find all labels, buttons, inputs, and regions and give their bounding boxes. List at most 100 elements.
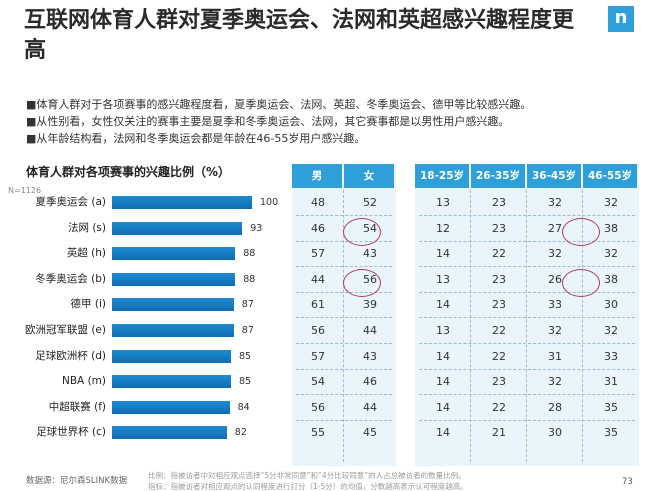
bar-value-label: 84 [237,401,250,413]
column-divider [470,190,471,462]
nielsen-logo-icon: n [608,6,634,32]
footnote: 指标：指被访者对相应观点的认同程度进行打分（1-5分）的均值，分数越高表示认可程… [148,482,468,491]
table-cell: 57 [311,247,325,261]
table-cell: 56 [311,400,325,414]
column-divider [343,190,344,462]
table-cell: 32 [548,324,562,337]
row-divider [419,266,635,268]
row-divider [296,317,392,319]
bar [112,298,234,312]
row-divider [419,240,635,242]
column-header: 36-45岁 [527,164,581,188]
row-divider [419,215,635,216]
column-header: 女 [344,164,394,188]
table-cell: 31 [548,349,562,363]
bar-value-label: 88 [243,273,256,285]
table-cell: 30 [548,426,562,440]
category-label: 法网 (s) [67,221,106,234]
table-cell: 46 [311,221,325,235]
bar-value-label: 85 [239,350,252,362]
table-cell: 32 [548,247,562,261]
column-header: 18-25岁 [415,164,469,188]
table-cell: 32 [604,247,618,261]
table-cell: 13 [436,272,450,286]
bar [112,247,236,261]
column-header: 26-35岁 [471,164,525,188]
highlight-circle [343,269,381,297]
table-cell: 22 [492,247,506,261]
table-cell: 27 [548,221,562,235]
data-source: 数据源：尼尔森SLINK数据 [26,476,128,486]
table-cell: 33 [548,298,562,312]
bar [112,196,252,209]
table-cell: 21 [492,426,506,440]
bar-value-label: 100 [260,197,279,208]
table-cell: 31 [604,375,618,389]
row-divider [419,343,635,344]
table-cell: 35 [604,400,618,414]
row-divider [296,343,392,344]
table-cell: 52 [363,196,377,209]
bar-value-label: 82 [234,427,247,439]
highlight-circle [562,218,600,246]
table-cell: 22 [492,349,506,363]
table-cell: 54 [311,375,325,389]
age-table: 18-25岁 26-35岁 36-45岁 46-55岁 13 23 32 32 12 23 27 38… [415,164,639,466]
table-cell: 14 [436,349,450,363]
table-cell: 26 [548,272,562,286]
row-divider [419,317,635,319]
row-divider [419,419,635,421]
row-divider [296,266,392,268]
category-label: 足球世界杯 (c) [36,426,106,439]
row-divider [419,394,635,396]
bar [112,349,231,363]
bar-value-label: 88 [243,248,256,260]
table-cell: 55 [311,426,325,440]
table-cell: 23 [492,298,506,312]
category-label: 夏季奥运会 (a) [35,196,106,208]
sample-size-label: N=1126 [8,186,42,195]
category-label: NBA (m) [62,375,106,388]
page-number: 73 [622,477,633,487]
column-divider [526,190,527,462]
category-label: 中超联赛 (f) [48,400,106,413]
table-cell: 32 [604,324,618,337]
table-cell: 44 [363,324,377,337]
row-divider [419,291,635,293]
row-divider [296,394,392,396]
bullet-item: ■从性别看，女性仅关注的赛事主要是夏季和冬季奥运会、法网，其它赛事都是以男性用户… [26,115,510,128]
category-label: 欧洲冠军联盟 (e) [25,324,106,336]
bullet-list: ■体育人群对于各项赛事的感兴趣程度看，夏季奥运会、法网、英超、冬季奥运会、德甲等… [26,96,626,147]
bullet-item: ■从年龄结构看，法网和冬季奥运会都是年龄在46-55岁用户感兴趣。 [26,132,366,145]
table-cell: 22 [492,400,506,414]
table-cell: 23 [492,375,506,389]
table-cell: 48 [311,196,325,209]
bar [112,375,231,389]
highlight-circle [343,218,381,246]
column-header: 46-55岁 [583,164,637,188]
column-divider [582,190,583,462]
table-cell: 43 [363,349,377,363]
table-cell: 28 [548,400,562,414]
bar-value-label: 85 [239,376,252,388]
row-divider [296,368,392,370]
table-cell: 46 [363,375,377,389]
table-cell: 23 [492,196,506,209]
bar-value-label: 87 [241,325,254,336]
table-cell: 39 [363,298,377,312]
category-label: 德甲 (i) [70,298,106,311]
table-cell: 30 [604,298,618,312]
row-divider [296,419,392,421]
footnote: 比例：指被访者中对相应观点选择“5分非常同意”和“4分比较同意”的人占总被访者的… [148,471,466,480]
highlight-circle [562,269,600,297]
table-cell: 35 [604,426,618,440]
bar-value-label: 87 [241,299,254,311]
table-cell: 13 [436,196,450,209]
table-cell: 33 [604,349,618,363]
table-cell: 12 [436,221,450,235]
chart-title: 体育人群对各项赛事的兴趣比例（%） [26,165,231,179]
column-header: 男 [292,164,342,188]
category-label: 足球欧洲杯 (d) [35,349,106,362]
bar [112,324,234,337]
category-label: 冬季奥运会 (b) [35,272,106,285]
